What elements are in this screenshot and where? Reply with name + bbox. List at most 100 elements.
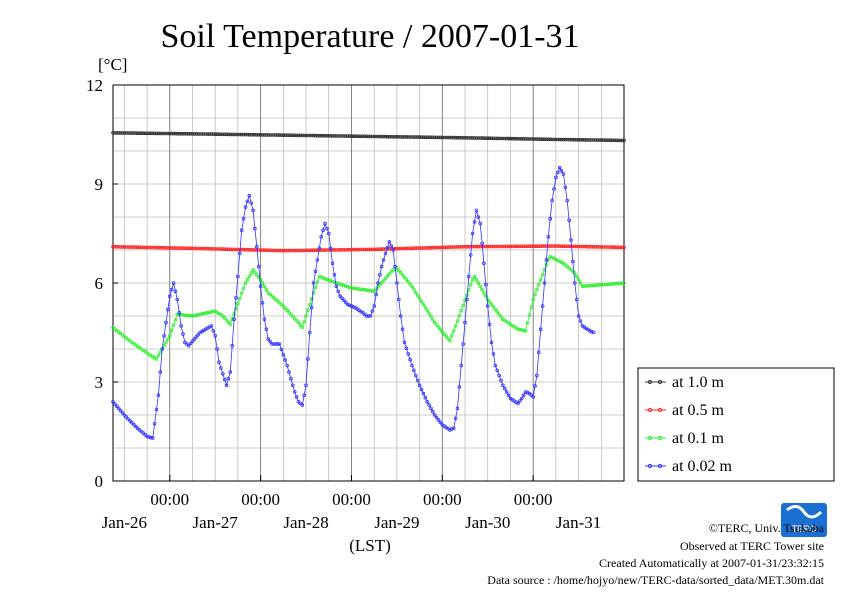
x-tick-time-label: 00:00	[332, 490, 371, 509]
series-point	[554, 175, 558, 180]
series-point	[525, 137, 530, 141]
series-point	[351, 286, 356, 291]
series-point	[584, 244, 588, 249]
series-point	[135, 245, 140, 250]
series-point	[430, 409, 435, 414]
series-point	[273, 342, 278, 346]
series-point	[203, 132, 208, 136]
series-point	[419, 299, 424, 304]
series-point	[457, 135, 462, 140]
series-point	[499, 378, 503, 383]
series-point	[222, 316, 227, 320]
series-point	[294, 395, 299, 399]
series-point	[254, 244, 259, 249]
series-point	[336, 289, 341, 294]
series-point	[442, 332, 447, 336]
series-point	[111, 131, 115, 135]
series-point	[292, 316, 297, 321]
series-point	[183, 131, 187, 136]
series-point	[158, 370, 163, 374]
series-point	[120, 131, 125, 135]
series-point	[307, 248, 312, 253]
series-point	[474, 244, 479, 249]
series-point	[285, 133, 289, 138]
series-point	[343, 284, 348, 288]
series-point	[451, 329, 456, 333]
series-point	[381, 134, 386, 139]
series-point	[523, 329, 528, 333]
series-point	[410, 135, 414, 139]
series-point	[313, 133, 318, 138]
series-point	[499, 314, 503, 319]
series-point	[614, 281, 619, 286]
series-point	[185, 313, 189, 318]
series-point	[582, 138, 587, 142]
series-point	[389, 270, 394, 274]
series-point	[196, 246, 201, 251]
series-point	[434, 135, 439, 140]
series-point	[448, 338, 452, 343]
series-point	[334, 248, 339, 252]
series-point	[535, 287, 539, 292]
series-point	[209, 324, 214, 328]
series-point	[334, 284, 339, 289]
series-point	[264, 248, 269, 253]
series-point	[429, 314, 433, 319]
series-point	[514, 136, 518, 141]
series-point	[294, 133, 299, 138]
series-point	[177, 246, 182, 250]
series-point	[518, 244, 522, 249]
series-point	[264, 327, 269, 332]
series-point	[396, 135, 401, 139]
series-point	[190, 246, 195, 251]
series-point	[306, 248, 310, 253]
series-point	[601, 282, 605, 287]
series-point	[234, 306, 238, 311]
series-point	[410, 284, 414, 289]
series-point	[618, 138, 622, 143]
series-point	[595, 138, 600, 142]
series-point	[476, 244, 481, 249]
series-point	[497, 312, 501, 317]
series-point	[612, 138, 617, 143]
series-point	[501, 244, 505, 249]
series-point	[133, 245, 138, 250]
series-point	[360, 247, 365, 252]
series-point	[251, 132, 255, 137]
series-point	[321, 276, 325, 280]
series-point	[438, 327, 443, 332]
series-point	[546, 258, 551, 262]
series-point	[510, 244, 515, 249]
series-point	[425, 308, 430, 313]
wave-icon	[786, 505, 823, 519]
series-point	[205, 246, 210, 251]
series-point	[238, 132, 242, 137]
series-point	[359, 287, 363, 292]
series-point	[376, 247, 380, 252]
series-point	[126, 245, 130, 249]
series-point	[368, 288, 373, 293]
series-point	[366, 134, 371, 139]
series-point	[381, 258, 386, 262]
series-point	[603, 282, 607, 287]
series-point	[283, 306, 288, 311]
series-point	[427, 403, 431, 407]
series-point	[177, 131, 182, 136]
series-point	[501, 136, 505, 141]
series-point	[302, 248, 307, 253]
series-point	[226, 132, 231, 137]
series-point	[149, 131, 153, 136]
series-point	[211, 247, 216, 251]
series-point	[156, 353, 161, 358]
series-point	[440, 245, 445, 250]
series-point	[531, 137, 535, 141]
series-point	[540, 244, 545, 248]
series-point	[548, 216, 552, 221]
series-point	[342, 283, 346, 288]
series-point	[622, 138, 626, 143]
series-point	[154, 407, 159, 412]
series-point	[343, 134, 348, 138]
series-point	[607, 138, 611, 143]
series-point	[158, 245, 163, 250]
series-point	[351, 247, 356, 252]
